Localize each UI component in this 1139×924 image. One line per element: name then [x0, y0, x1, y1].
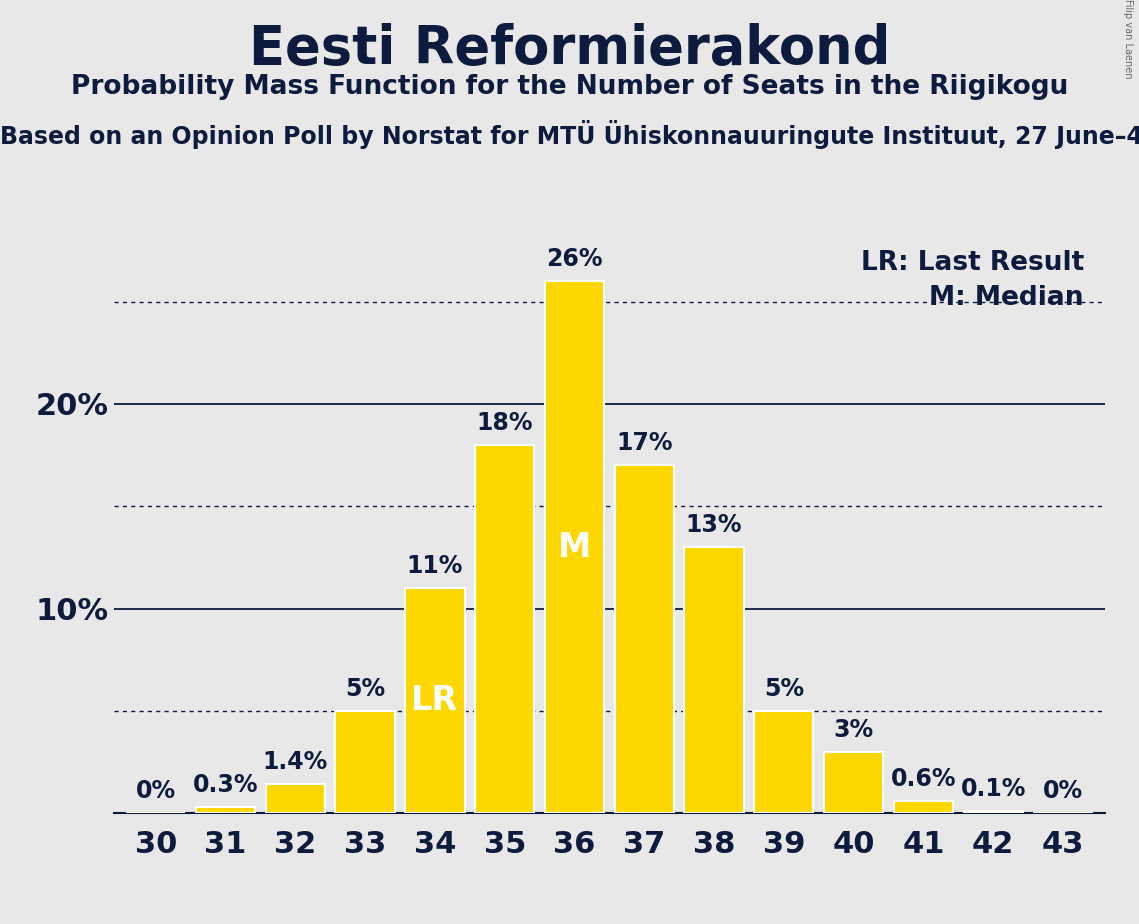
Text: 0.3%: 0.3%	[192, 772, 259, 796]
Text: 1.4%: 1.4%	[263, 750, 328, 774]
Text: 0%: 0%	[1043, 779, 1083, 803]
Bar	[405, 588, 465, 813]
Text: 18%: 18%	[476, 410, 533, 434]
Text: LR: LR	[411, 684, 459, 717]
Text: M: M	[558, 530, 591, 564]
Text: 3%: 3%	[834, 718, 874, 741]
Bar	[823, 752, 883, 813]
Bar	[615, 466, 674, 813]
Text: 0.1%: 0.1%	[960, 777, 1026, 801]
Text: LR: Last Result: LR: Last Result	[861, 250, 1084, 276]
Text: Probability Mass Function for the Number of Seats in the Riigikogu: Probability Mass Function for the Number…	[71, 74, 1068, 100]
Text: 17%: 17%	[616, 432, 672, 456]
Bar	[336, 711, 395, 813]
Bar	[754, 711, 813, 813]
Text: Eesti Reformierakond: Eesti Reformierakond	[248, 23, 891, 75]
Bar	[544, 281, 604, 813]
Bar	[894, 801, 953, 813]
Bar	[196, 807, 255, 813]
Bar	[265, 784, 325, 813]
Text: 0%: 0%	[136, 779, 175, 803]
Text: Based on an Opinion Poll by Norstat for MTÜ Ühiskonnauuringute Instituut, 27 Jun: Based on an Opinion Poll by Norstat for …	[0, 120, 1139, 149]
Text: 26%: 26%	[547, 247, 603, 271]
Bar	[475, 444, 534, 813]
Text: 13%: 13%	[686, 513, 743, 537]
Text: 5%: 5%	[764, 676, 804, 700]
Bar	[685, 547, 744, 813]
Text: 11%: 11%	[407, 553, 464, 578]
Bar	[964, 811, 1023, 813]
Text: 5%: 5%	[345, 676, 385, 700]
Text: © 2022 Filip van Laenen: © 2022 Filip van Laenen	[1123, 0, 1133, 79]
Text: M: Median: M: Median	[929, 286, 1084, 311]
Text: 0.6%: 0.6%	[891, 767, 956, 791]
